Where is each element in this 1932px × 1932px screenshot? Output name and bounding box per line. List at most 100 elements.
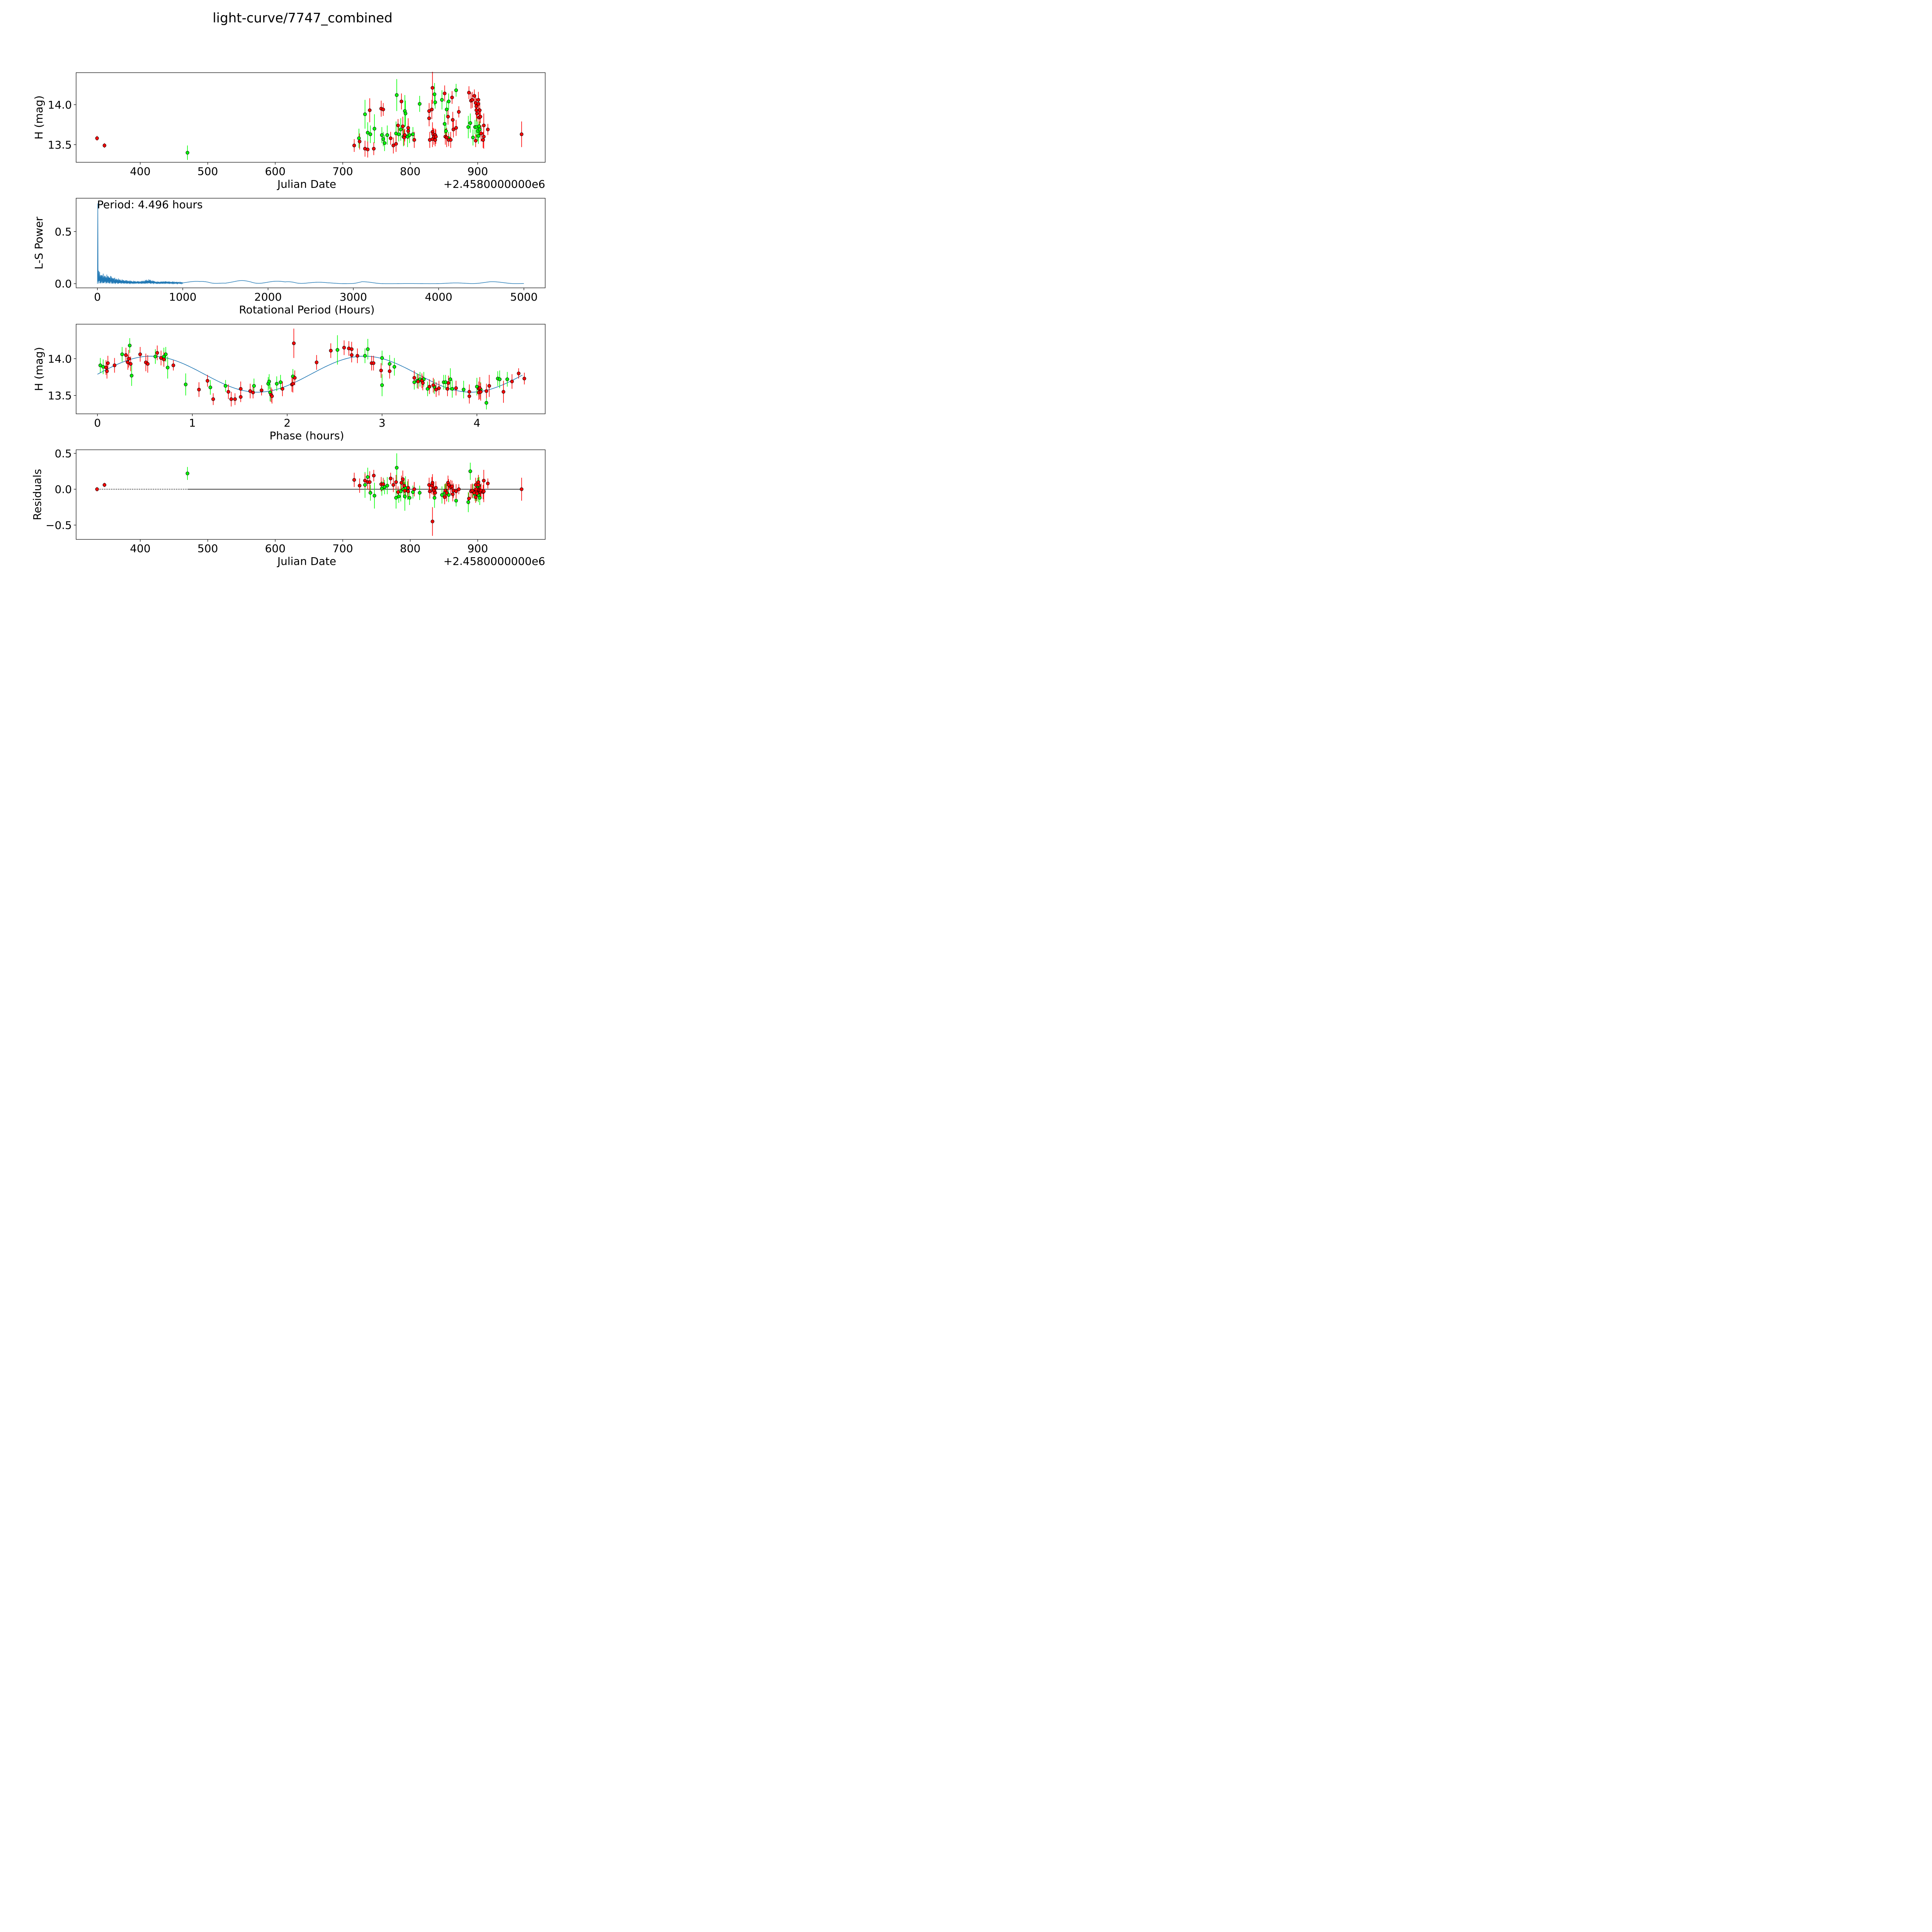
y-tick-label: 14.0 xyxy=(48,352,72,365)
green-data-point xyxy=(166,366,170,369)
red-data-point xyxy=(454,386,458,390)
green-data-point xyxy=(432,92,437,96)
red-data-point xyxy=(427,116,431,120)
residuals-panel: 400 500 600 700 800 900 −0.5 0.0 0.5 Julian Date… xyxy=(31,447,546,568)
red-data-point xyxy=(342,346,346,350)
green-data-point xyxy=(466,500,470,504)
green-data-point xyxy=(447,99,451,104)
lightcurve-x-axis-label: Julian Date xyxy=(277,178,336,190)
figure-title: light-curve/7747_combined xyxy=(213,10,393,26)
red-data-point xyxy=(482,135,486,139)
red-data-point xyxy=(476,102,480,106)
green-data-point xyxy=(485,401,488,405)
red-data-point xyxy=(106,361,110,365)
figure-background xyxy=(0,0,596,596)
red-data-point xyxy=(434,486,438,490)
red-data-point xyxy=(430,519,434,524)
red-data-point xyxy=(502,390,505,394)
lightcurve-y-axis-label: H (mag) xyxy=(32,95,45,139)
green-data-point xyxy=(395,466,399,470)
red-data-point xyxy=(479,390,483,394)
green-data-point xyxy=(468,469,472,473)
red-data-point xyxy=(482,479,486,483)
red-data-point xyxy=(433,138,437,142)
green-data-point xyxy=(411,132,415,136)
red-data-point xyxy=(446,115,450,119)
green-data-point xyxy=(252,384,256,388)
green-data-point xyxy=(432,496,437,500)
green-data-point xyxy=(433,100,437,104)
red-data-point xyxy=(467,497,471,500)
red-data-point xyxy=(451,128,456,131)
red-data-point xyxy=(403,133,407,137)
green-data-point xyxy=(478,496,482,500)
red-data-point xyxy=(482,489,486,493)
green-data-point xyxy=(397,494,401,498)
red-data-point xyxy=(434,135,438,139)
green-data-point xyxy=(418,102,422,106)
red-data-point xyxy=(251,391,255,395)
red-data-point xyxy=(291,382,295,386)
x-tick-label: 900 xyxy=(468,165,488,178)
red-data-point xyxy=(401,477,405,481)
red-data-point xyxy=(206,379,209,383)
green-data-point xyxy=(468,121,472,125)
x-tick-label: 2000 xyxy=(254,291,282,303)
red-data-point xyxy=(478,386,482,390)
red-data-point xyxy=(517,371,520,376)
red-data-point xyxy=(478,108,482,112)
green-data-point xyxy=(275,382,279,386)
red-data-point xyxy=(394,142,398,146)
red-data-point xyxy=(474,104,478,108)
lightcurve-plot-area xyxy=(95,71,524,160)
red-data-point xyxy=(451,492,455,496)
red-data-point xyxy=(467,390,471,394)
red-data-point xyxy=(474,495,478,499)
red-data-point xyxy=(372,474,376,478)
x-tick-label: 600 xyxy=(265,165,286,178)
residuals-plot-area xyxy=(95,453,524,536)
green-data-point xyxy=(164,352,168,356)
red-data-point xyxy=(391,143,395,148)
red-data-point xyxy=(281,387,284,391)
red-data-point xyxy=(449,138,453,142)
red-data-point xyxy=(520,487,524,491)
periodogram-series-line xyxy=(97,203,524,285)
phase-folded-plot-area xyxy=(97,328,526,410)
green-data-point xyxy=(408,496,412,500)
green-data-point xyxy=(443,122,447,126)
red-data-point xyxy=(522,377,526,381)
y-tick-label: 13.5 xyxy=(48,389,72,402)
red-data-point xyxy=(127,357,131,361)
green-data-point xyxy=(366,131,370,135)
red-data-point xyxy=(450,484,454,488)
green-data-point xyxy=(395,93,399,97)
green-data-point xyxy=(408,133,412,137)
red-data-point xyxy=(171,363,175,367)
x-tick-label: 700 xyxy=(332,542,353,555)
y-tick-label: 0.5 xyxy=(54,225,72,238)
phase-folded-y-axis-label: H (mag) xyxy=(32,347,45,391)
green-data-point xyxy=(392,365,396,369)
green-data-point xyxy=(476,134,480,138)
green-data-point xyxy=(445,107,449,111)
red-data-point xyxy=(381,107,385,111)
red-data-point xyxy=(486,128,490,131)
red-data-point xyxy=(467,91,471,95)
x-tick-label: 3000 xyxy=(340,291,367,303)
x-tick-label: 1 xyxy=(189,417,196,429)
red-data-point xyxy=(454,126,458,130)
red-data-point xyxy=(368,108,372,112)
red-data-point xyxy=(396,490,400,494)
red-data-point xyxy=(450,95,454,99)
red-data-point xyxy=(403,489,407,493)
green-data-point xyxy=(363,112,367,116)
green-data-point xyxy=(505,377,509,381)
green-data-point xyxy=(448,377,452,381)
green-data-point xyxy=(385,133,389,137)
red-data-point xyxy=(457,110,461,114)
red-data-point xyxy=(126,361,130,364)
red-data-point xyxy=(350,353,354,357)
green-data-point xyxy=(462,388,466,391)
red-data-point xyxy=(446,387,449,391)
